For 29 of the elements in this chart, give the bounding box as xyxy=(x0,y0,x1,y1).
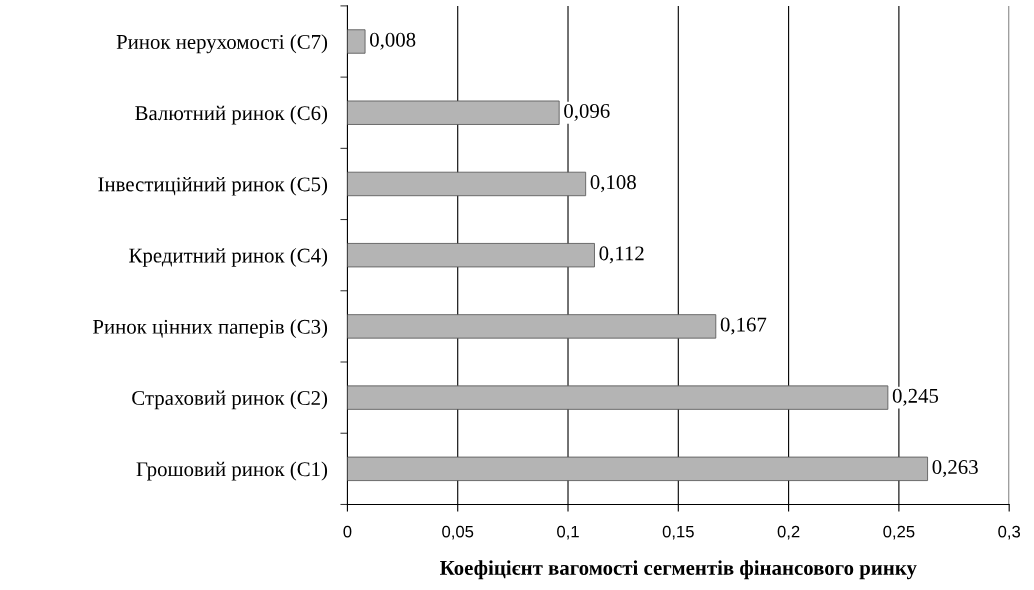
bar xyxy=(347,314,717,339)
data-label: 0,112 xyxy=(599,246,644,264)
x-tick-label: 0,2 xyxy=(777,525,800,540)
x-tick-label: 0,1 xyxy=(557,525,579,540)
x-tick-label: 0,05 xyxy=(442,525,474,540)
data-label: 0,008 xyxy=(370,32,416,50)
y-tick-label: Інвестиційний ринок (С5) xyxy=(98,176,328,196)
data-label: 0,167 xyxy=(720,317,767,335)
data-label: 0,108 xyxy=(590,175,636,193)
y-tick-label: Ринок нерухомості (С7) xyxy=(116,34,328,54)
x-tick-label: 0,15 xyxy=(662,525,694,540)
y-tick-label: Валютний ринок (С6) xyxy=(135,105,328,125)
data-label: 0,096 xyxy=(564,103,610,121)
y-tick-label: Кредитний ринок (С4) xyxy=(129,247,328,267)
bar xyxy=(347,456,928,482)
bar xyxy=(347,171,587,197)
y-tick-label: Ринок цінних паперів (С3) xyxy=(93,319,328,339)
x-tick-label: 0 xyxy=(343,525,352,538)
bar xyxy=(347,29,366,54)
x-tick-label: 0,3 xyxy=(998,525,1021,540)
bar xyxy=(347,385,889,410)
x-axis-title: Коефіцієнт вагомості сегментів фінансового ринку xyxy=(440,560,917,580)
y-tick-label: Страховий ринок (С2) xyxy=(132,390,328,410)
x-tick-label: 0,25 xyxy=(883,525,915,540)
data-label: 0,245 xyxy=(892,388,939,406)
data-label: 0,263 xyxy=(932,459,978,478)
bar xyxy=(347,100,560,125)
bar xyxy=(347,243,595,268)
y-tick-label: Грошовий ринок (С1) xyxy=(136,461,328,481)
